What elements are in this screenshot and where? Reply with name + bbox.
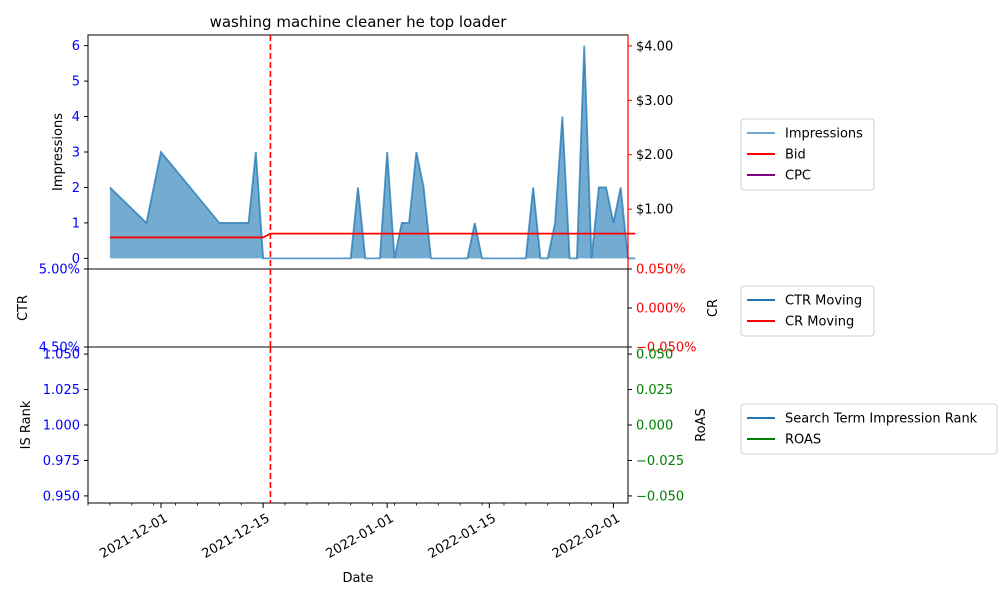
y-tick-impressions: 1 bbox=[72, 216, 80, 231]
legend-label: Impressions bbox=[785, 127, 863, 142]
panel-mid-frame bbox=[87, 268, 629, 348]
y-tick-is-rank: 0.950 bbox=[43, 489, 80, 504]
y-tick-bid: $4.00 bbox=[636, 39, 673, 54]
y-tick-bid: $2.00 bbox=[636, 148, 673, 163]
legend-label: CR Moving bbox=[785, 315, 854, 330]
legend-label: ROAS bbox=[785, 433, 821, 448]
chart-title: washing machine cleaner he top loader bbox=[210, 13, 508, 31]
y-tick-impressions: 4 bbox=[72, 110, 80, 125]
y-tick-impressions: 3 bbox=[72, 146, 80, 161]
y-tick-bid: $3.00 bbox=[636, 94, 673, 109]
y-tick-is-rank: 1.050 bbox=[43, 348, 80, 363]
y-label-ctr: CTR bbox=[16, 295, 31, 321]
x-tick-date: 2022-01-15 bbox=[426, 511, 499, 562]
legend-label: CPC bbox=[785, 169, 811, 184]
y-label-cr: CR bbox=[706, 299, 721, 317]
y-tick-roas: 0.000 bbox=[636, 419, 673, 434]
legend-box bbox=[740, 285, 875, 337]
x-label-date: Date bbox=[342, 571, 373, 586]
y-tick-cr: −0.050% bbox=[636, 341, 696, 356]
legend-box bbox=[740, 118, 875, 191]
panel-bottom-frame bbox=[87, 346, 629, 504]
y-tick-is-rank: 1.025 bbox=[43, 383, 80, 398]
x-tick-date: 2022-02-01 bbox=[550, 511, 623, 562]
y-label-is-rank: IS Rank bbox=[19, 400, 34, 449]
y-label-roas: RoAS bbox=[694, 408, 709, 442]
y-tick-impressions: 0 bbox=[72, 252, 80, 267]
y-tick-ctr: 4.50% bbox=[39, 341, 80, 356]
y-tick-roas: 0.025 bbox=[636, 383, 673, 398]
legend-label: Search Term Impression Rank bbox=[785, 412, 978, 427]
bid-line bbox=[109, 232, 636, 239]
legends-layer: Impressions Bid CPC CTR Moving CR Moving Sear… bbox=[740, 118, 998, 455]
legend-label: Bid bbox=[785, 148, 806, 163]
y-tick-roas: 0.050 bbox=[636, 348, 673, 363]
x-tick-date: 2021-12-15 bbox=[200, 511, 273, 562]
y-tick-cr: 0.000% bbox=[636, 302, 686, 317]
impressions-area bbox=[109, 45, 636, 259]
legend-label: CTR Moving bbox=[785, 294, 862, 309]
y-label-impressions: Impressions bbox=[51, 113, 66, 191]
top-lines-layer bbox=[109, 232, 636, 239]
impressions-area-layer bbox=[109, 45, 636, 260]
y-tick-is-rank: 1.000 bbox=[43, 419, 80, 434]
x-tick-date: 2021-12-01 bbox=[97, 511, 170, 562]
impressions-line bbox=[109, 45, 636, 260]
y-tick-impressions: 2 bbox=[72, 181, 80, 196]
ticks-layer: 0 1 2 3 4 5 6 $1.00 $2.00 $3.00 $4.00 5.00% 4.50% 0.0… bbox=[39, 35, 696, 562]
y-tick-is-rank: 0.975 bbox=[43, 454, 80, 469]
y-tick-ctr: 5.00% bbox=[39, 263, 80, 278]
y-tick-impressions: 6 bbox=[72, 39, 80, 54]
y-tick-cr: 0.050% bbox=[636, 263, 686, 278]
y-tick-roas: −0.025 bbox=[636, 454, 684, 469]
y-tick-bid: $1.00 bbox=[636, 203, 673, 218]
y-tick-roas: −0.050 bbox=[636, 489, 684, 504]
legend-box bbox=[740, 403, 998, 455]
x-tick-date: 2022-01-01 bbox=[324, 511, 397, 562]
y-tick-impressions: 5 bbox=[72, 75, 80, 90]
